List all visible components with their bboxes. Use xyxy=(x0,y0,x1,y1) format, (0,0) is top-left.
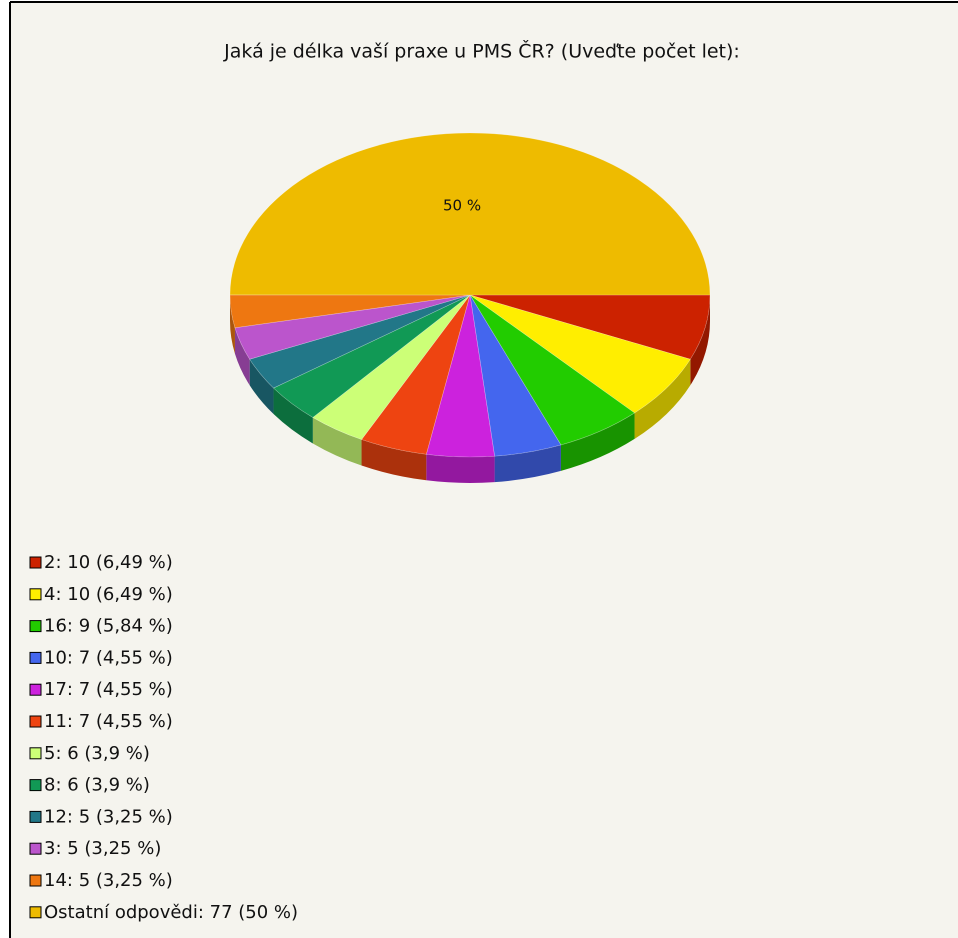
legend-label: 10: 7 (4,55 %) xyxy=(44,647,173,668)
slice-side xyxy=(426,454,495,484)
slice-side xyxy=(312,417,362,466)
legend-swatch xyxy=(29,874,42,887)
legend-label: 12: 5 (3,25 %) xyxy=(44,806,173,827)
slice xyxy=(234,294,471,360)
slice xyxy=(273,294,471,418)
legend-swatch xyxy=(29,683,42,696)
legend-label: 17: 7 (4,55 %) xyxy=(44,679,173,700)
slice xyxy=(229,132,711,296)
slice xyxy=(469,294,691,414)
slice xyxy=(229,294,471,329)
legend-swatch xyxy=(29,810,42,823)
legend-label: 11: 7 (4,55 %) xyxy=(44,711,173,732)
slice xyxy=(469,294,636,446)
legend-swatch xyxy=(29,715,42,728)
legend-label: Ostatní odpovědi: 77 (50 %) xyxy=(44,902,298,923)
legend-label: 5: 6 (3,9 %) xyxy=(44,743,150,764)
slice-side xyxy=(634,359,691,439)
legend-label: 14: 5 (3,25 %) xyxy=(44,870,173,891)
legend-label: 8: 6 (3,9 %) xyxy=(44,775,150,796)
legend-swatch xyxy=(29,747,42,760)
legend-swatch xyxy=(29,842,42,855)
slice xyxy=(469,294,562,457)
legend-label: 4: 10 (6,49 %) xyxy=(44,584,173,605)
slice xyxy=(312,294,471,440)
legend-swatch xyxy=(29,620,42,633)
slice-side xyxy=(273,388,313,444)
legend-label: 3: 5 (3,25 %) xyxy=(44,838,161,859)
slice xyxy=(469,294,711,360)
slice-side xyxy=(560,412,635,471)
pie-sides xyxy=(230,295,710,484)
chart-title: Jaká je délka vaší praxe u PMS ČR? (Uveď… xyxy=(223,39,740,63)
legend-swatch xyxy=(29,906,42,919)
slice-side xyxy=(234,327,250,386)
legend-swatch xyxy=(29,779,42,792)
slice-side xyxy=(690,295,710,386)
legend-swatch xyxy=(29,588,42,601)
slice-side xyxy=(494,444,561,483)
slice-side xyxy=(249,359,274,415)
slice xyxy=(361,294,471,455)
legend-swatch xyxy=(29,556,42,569)
data-label: 50 % xyxy=(443,196,481,214)
slice xyxy=(249,294,471,389)
legend-swatch xyxy=(29,651,42,664)
slice-side xyxy=(361,439,427,481)
legend-label: 16: 9 (5,84 %) xyxy=(44,616,173,637)
legend-label: 2: 10 (6,49 %) xyxy=(44,552,173,573)
slice-side xyxy=(230,295,235,354)
slice xyxy=(425,294,495,458)
